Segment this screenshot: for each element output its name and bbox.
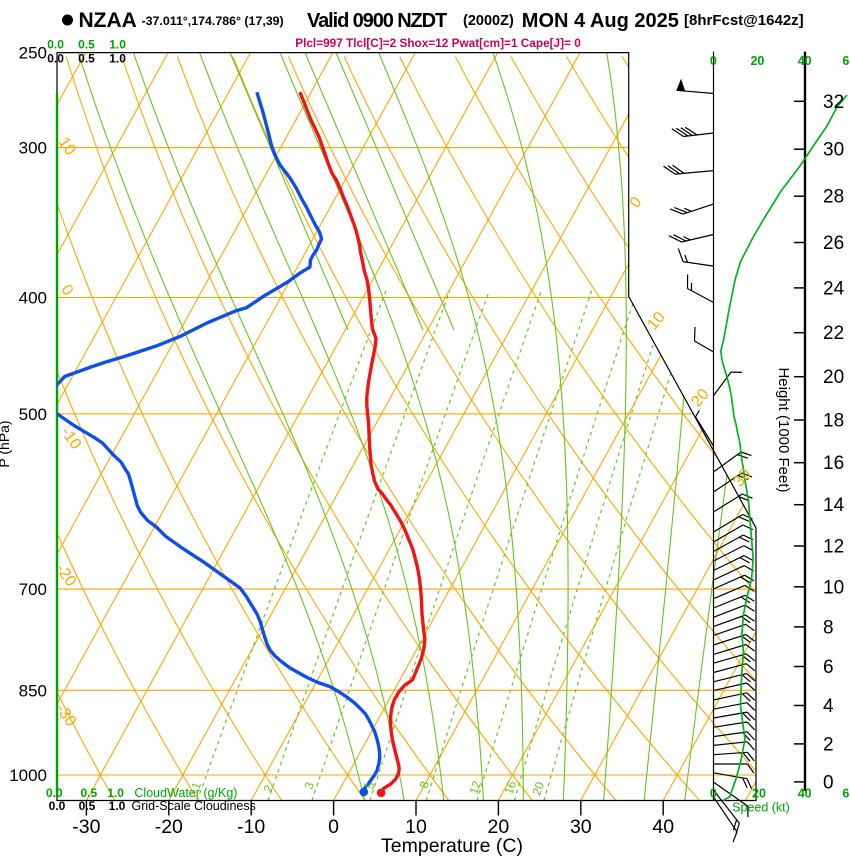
svg-text:400: 400	[19, 289, 47, 308]
svg-text:Height (1000 Feet): Height (1000 Feet)	[775, 367, 792, 492]
svg-text:CloudWater (g/Kg): CloudWater (g/Kg)	[134, 786, 237, 800]
svg-text:-20: -20	[155, 816, 183, 838]
svg-text:16: 16	[501, 779, 519, 797]
svg-text:850: 850	[19, 681, 47, 700]
svg-text:1.0: 1.0	[107, 786, 124, 800]
svg-text:3: 3	[302, 780, 318, 791]
svg-text:Temperature (C): Temperature (C)	[381, 835, 523, 857]
svg-text:[8hrFcst@1642z]: [8hrFcst@1642z]	[684, 12, 804, 29]
svg-text:1.0: 1.0	[109, 52, 126, 66]
svg-text:(2000Z): (2000Z)	[463, 13, 514, 29]
svg-text:-37.011°,174.786° (17,39): -37.011°,174.786° (17,39)	[142, 14, 284, 28]
svg-text:20: 20	[488, 816, 510, 838]
svg-text:6: 6	[823, 657, 834, 678]
svg-text:2: 2	[261, 783, 277, 794]
svg-text:6: 6	[842, 54, 849, 68]
svg-text:Grid-Scale Cloudiness: Grid-Scale Cloudiness	[132, 799, 256, 813]
svg-text:700: 700	[19, 580, 47, 599]
svg-text:30: 30	[823, 140, 844, 161]
svg-text:12: 12	[823, 537, 844, 558]
svg-text:26: 26	[823, 233, 844, 254]
svg-text:0.5: 0.5	[78, 52, 95, 66]
svg-text:12: 12	[466, 779, 484, 797]
svg-text:0.0: 0.0	[47, 38, 64, 52]
svg-text:14: 14	[823, 495, 845, 516]
svg-text:32: 32	[823, 92, 844, 113]
svg-text:20: 20	[750, 54, 764, 68]
svg-text:Plcl=997 Tlcl[C]=2 Shox=12 Pwa: Plcl=997 Tlcl[C]=2 Shox=12 Pwat[cm]=1 Ca…	[295, 36, 581, 50]
svg-text:28: 28	[823, 187, 844, 208]
svg-text:0.0: 0.0	[46, 786, 63, 800]
svg-text:10: 10	[823, 577, 844, 598]
svg-text:4: 4	[823, 696, 834, 717]
svg-text:30: 30	[570, 816, 592, 838]
svg-text:8: 8	[417, 779, 433, 790]
svg-text:16: 16	[823, 453, 844, 474]
svg-text:1: 1	[189, 780, 205, 791]
svg-text:1.0: 1.0	[109, 38, 126, 52]
svg-text:40: 40	[798, 787, 812, 801]
svg-text:-10: -10	[237, 816, 265, 838]
svg-text:0: 0	[328, 816, 339, 838]
svg-text:P (hPa): P (hPa)	[0, 420, 12, 467]
svg-text:0.5: 0.5	[78, 38, 95, 52]
svg-text:20: 20	[529, 780, 547, 798]
svg-text:20: 20	[752, 787, 766, 801]
svg-text:0: 0	[823, 772, 834, 793]
svg-text:0: 0	[710, 54, 717, 68]
svg-text:0.0: 0.0	[49, 799, 66, 813]
svg-text:250: 250	[19, 44, 47, 63]
svg-text:40: 40	[652, 816, 674, 838]
svg-text:24: 24	[823, 278, 845, 299]
svg-text:8: 8	[823, 617, 834, 638]
svg-text:18: 18	[823, 411, 844, 432]
svg-text:5: 5	[363, 780, 379, 791]
svg-text:MON 4 Aug 2025: MON 4 Aug 2025	[522, 10, 679, 32]
svg-text:300: 300	[19, 139, 47, 158]
svg-text:0.5: 0.5	[79, 799, 96, 813]
svg-text:22: 22	[823, 323, 844, 344]
svg-text:500: 500	[19, 405, 47, 424]
svg-text:1000: 1000	[9, 766, 47, 785]
svg-text:NZAA: NZAA	[79, 9, 137, 32]
svg-text:Speed (kt): Speed (kt)	[732, 801, 790, 815]
svg-text:0.5: 0.5	[80, 786, 97, 800]
svg-text:Valid 0900 NZDT: Valid 0900 NZDT	[307, 10, 447, 32]
svg-text:1.0: 1.0	[109, 799, 126, 813]
svg-text:0.0: 0.0	[47, 52, 64, 66]
svg-text:10: 10	[405, 816, 427, 838]
svg-text:0: 0	[710, 787, 717, 801]
svg-text:20: 20	[823, 367, 844, 388]
svg-text:2: 2	[823, 734, 834, 755]
svg-text:-30: -30	[72, 816, 100, 838]
svg-text:6: 6	[842, 787, 849, 801]
svg-text:40: 40	[798, 54, 812, 68]
